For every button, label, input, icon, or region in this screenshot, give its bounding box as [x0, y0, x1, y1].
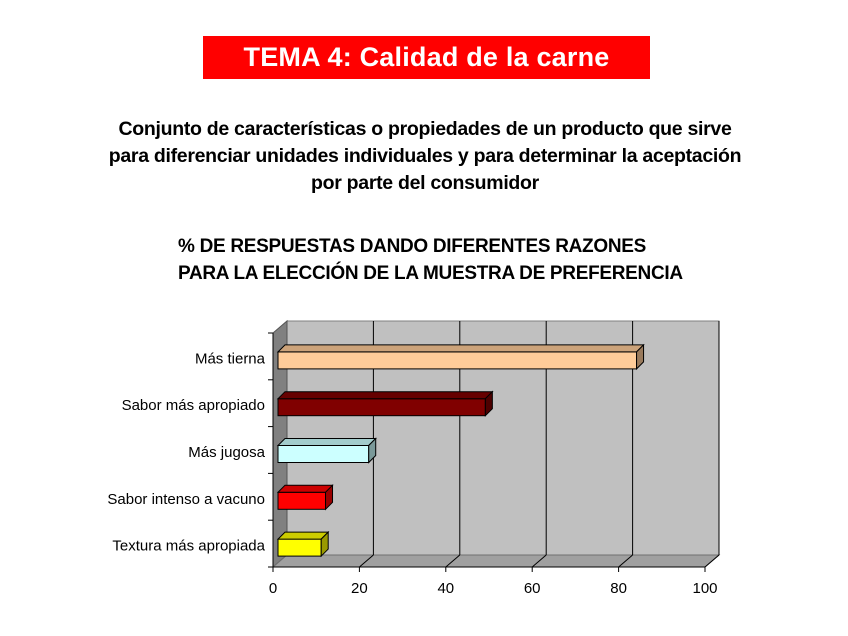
bar-top — [276, 438, 377, 446]
x-tick-label: 40 — [437, 580, 454, 597]
bar-front — [277, 445, 370, 463]
description-text: Conjunto de características o propiedade… — [40, 116, 810, 197]
bar-side — [325, 484, 334, 511]
gridline-floor — [445, 554, 461, 568]
chart-title-line: PARA LA ELECCIÓN DE LA MUESTRA DE PREFER… — [178, 263, 683, 284]
gridline-floor — [359, 554, 374, 568]
bar-side — [368, 437, 377, 464]
bar-side — [320, 530, 329, 558]
bar-front — [277, 398, 486, 417]
x-tick-label: 80 — [610, 580, 627, 597]
bar-front — [277, 538, 322, 557]
gridline-floor — [618, 554, 633, 568]
page-title: TEMA 4: Calidad de la carne — [243, 42, 610, 72]
category-label: Sabor intenso a vacuno — [107, 491, 265, 508]
bar-side — [484, 390, 493, 417]
bar-top — [276, 344, 645, 353]
bar-top — [276, 391, 494, 400]
chart-title: % DE RESPUESTAS DANDO DIFERENTES RAZONES… — [178, 233, 798, 287]
floor-wall — [271, 554, 721, 568]
category-label: Textura más apropiada — [112, 538, 265, 555]
bar-front — [277, 491, 327, 510]
category-label: Sabor más apropiado — [122, 397, 265, 414]
x-tick-label: 20 — [351, 580, 368, 597]
description-line: por parte del consumidor — [311, 172, 539, 194]
x-tick-label: 0 — [269, 580, 277, 597]
description-line: para diferenciar unidades individuales y… — [108, 145, 742, 167]
title-banner: TEMA 4: Calidad de la carne — [203, 36, 650, 79]
x-tick-label: 60 — [524, 580, 541, 597]
bar-front — [277, 351, 638, 370]
chart-title-line: % DE RESPUESTAS DANDO DIFERENTES RAZONES — [178, 236, 646, 257]
bar-top — [276, 531, 330, 540]
description-line: Conjunto de características o propiedade… — [118, 118, 732, 140]
bar-side — [636, 343, 645, 371]
category-label: Más tierna — [195, 350, 266, 367]
x-tick-label: 100 — [692, 580, 717, 597]
category-label: Más jugosa — [188, 444, 265, 461]
gridline-floor — [704, 554, 720, 568]
gridline-floor — [531, 554, 547, 568]
bar-top — [276, 484, 334, 493]
